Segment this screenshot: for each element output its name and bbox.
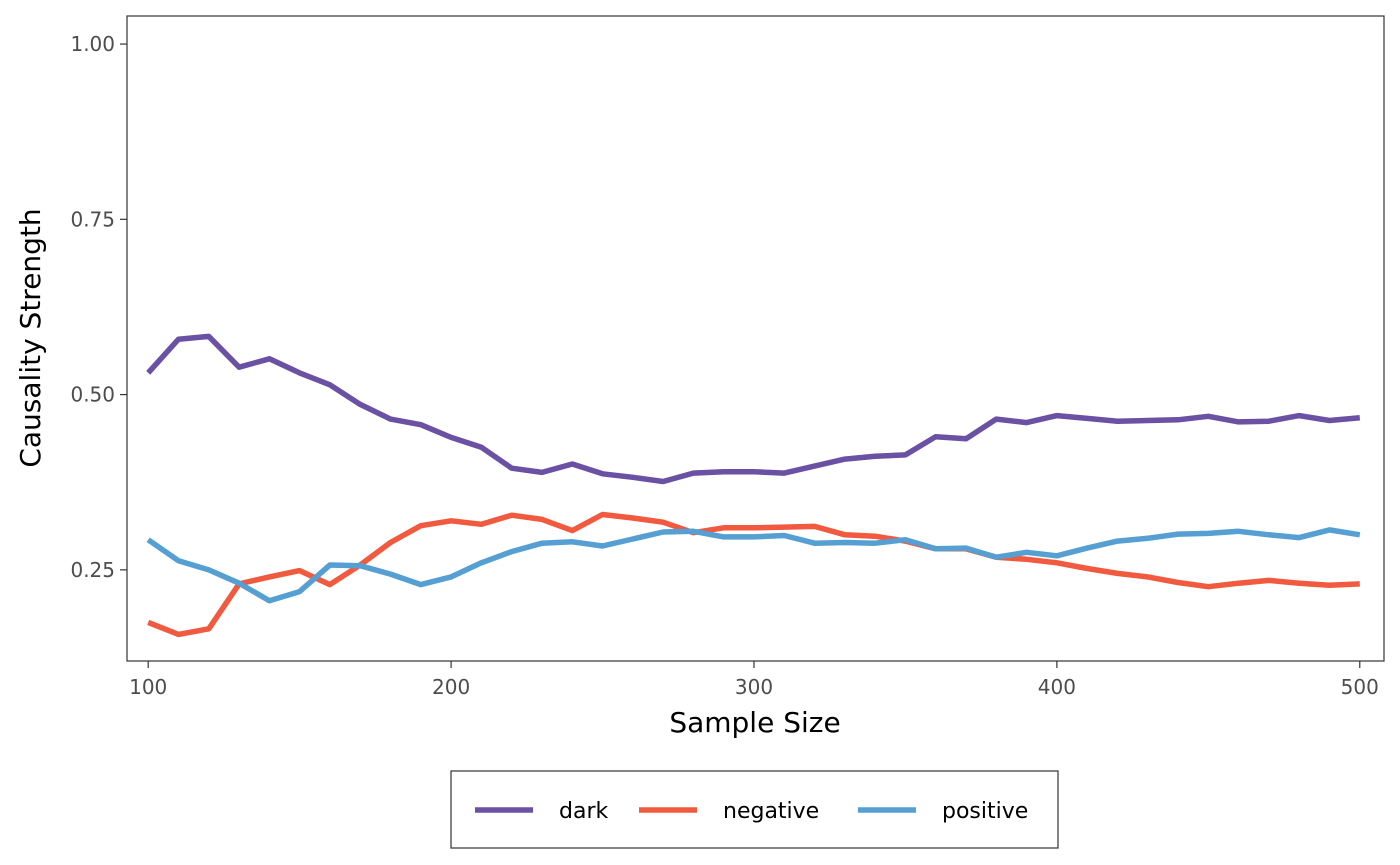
- y-tick-label: 0.25: [70, 558, 115, 582]
- legend-box: [450, 770, 1059, 849]
- y-tick-label: 1.00: [70, 32, 115, 56]
- x-tick-label: 400: [1038, 675, 1076, 699]
- legend-label-positive: positive: [942, 799, 1028, 824]
- y-tick-label: 0.50: [70, 383, 115, 407]
- x-axis-title: Sample Size: [669, 706, 840, 739]
- legend-item-negative: negative: [639, 799, 819, 824]
- legend-label-negative: negative: [723, 799, 819, 824]
- legend-item-dark: dark: [475, 799, 608, 824]
- plot-panel: [126, 15, 1385, 662]
- x-axis: 100 200 300 400 500: [129, 661, 1379, 699]
- x-tick-label: 500: [1341, 675, 1379, 699]
- legend-item-positive: positive: [858, 799, 1028, 824]
- legend: dark negative positive: [450, 770, 1059, 849]
- series-lines: [146, 333, 1361, 638]
- x-tick-label: 100: [129, 675, 167, 699]
- series-line-negative: [147, 511, 1360, 638]
- series-line-positive: [146, 527, 1361, 604]
- y-tick-label: 0.75: [70, 207, 115, 231]
- x-tick-label: 300: [735, 675, 773, 699]
- legend-label-dark: dark: [559, 799, 608, 824]
- y-axis-title: Causality Strength: [14, 208, 47, 467]
- y-axis: 0.25 0.50 0.75 1.00: [70, 32, 127, 582]
- x-tick-label: 200: [432, 675, 470, 699]
- series-line-dark: [146, 333, 1361, 485]
